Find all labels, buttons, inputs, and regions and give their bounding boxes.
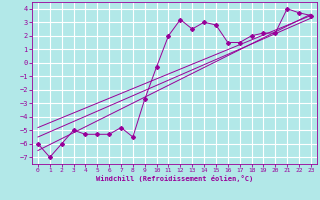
X-axis label: Windchill (Refroidissement éolien,°C): Windchill (Refroidissement éolien,°C) — [96, 175, 253, 182]
